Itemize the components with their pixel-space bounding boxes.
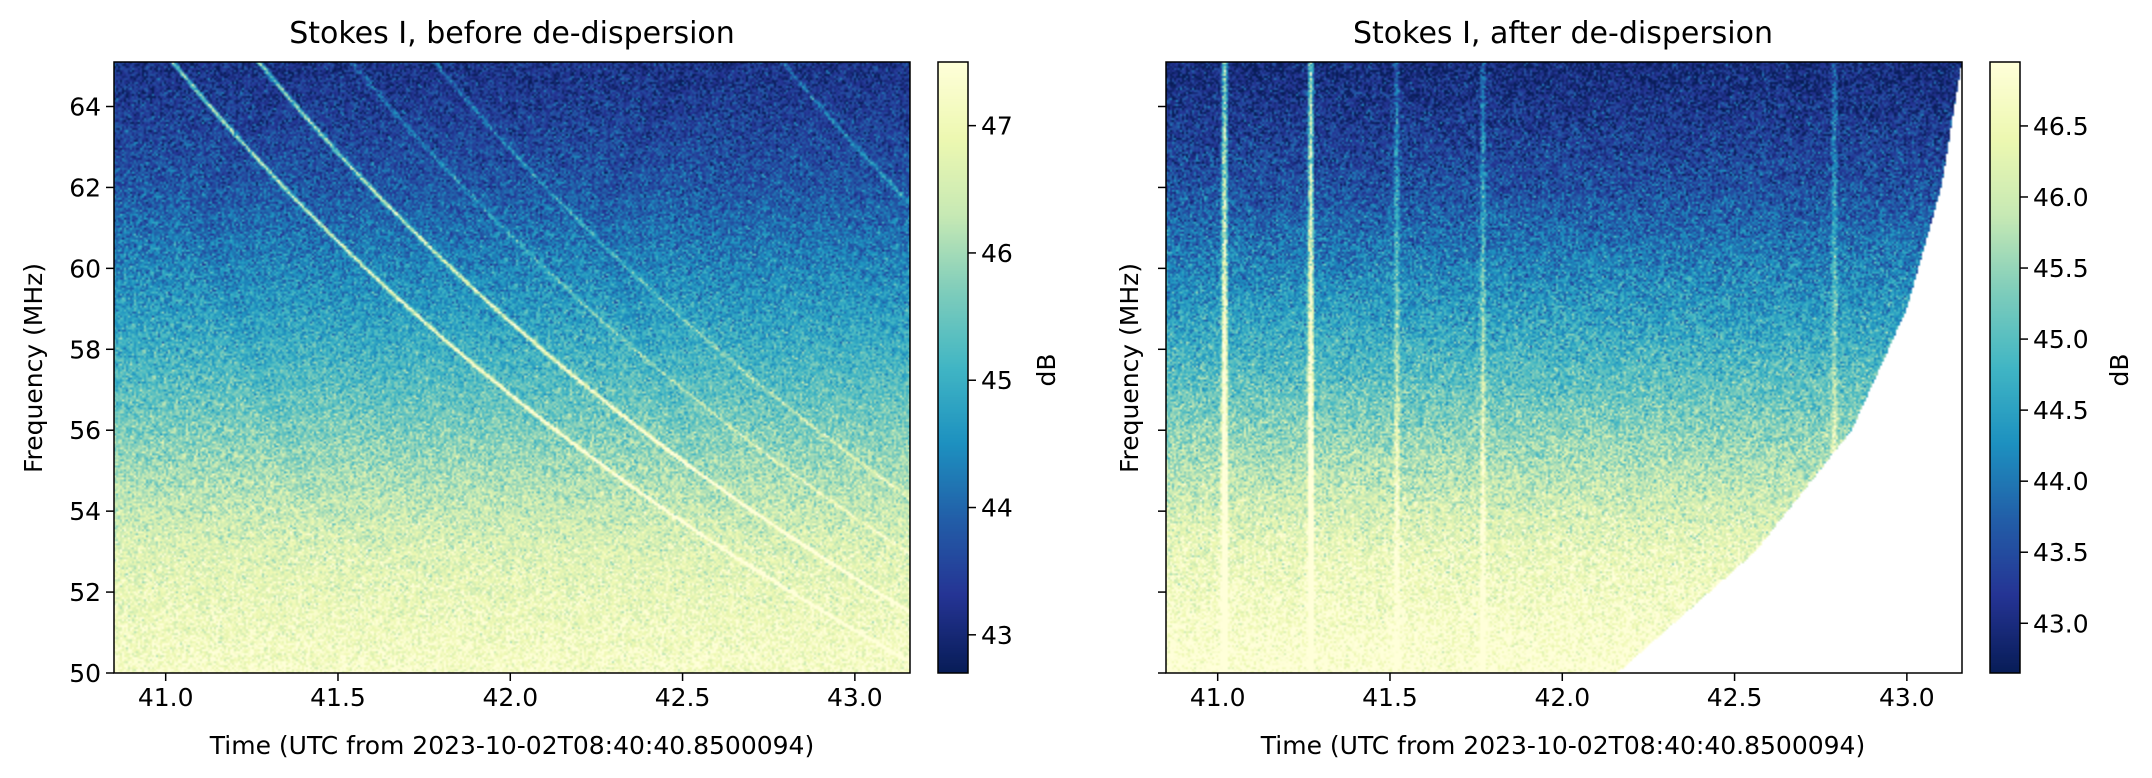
left-plot-frame: [113, 61, 911, 674]
right-chart-title: Stokes I, after de-dispersion: [1353, 16, 1773, 51]
right-colorbar-tick-label: 44.5: [2033, 396, 2089, 425]
left-x-tick-label: 41.0: [138, 683, 194, 712]
right-heatmap: [1166, 62, 1962, 673]
right-colorbar-label: dB: [2105, 353, 2134, 386]
left-x-ticks: 41.0 41.5 42.0 42.5 43.0: [138, 673, 883, 712]
right-y-axis-label: Frequency (MHz): [1115, 263, 1144, 473]
right-colorbar-tick-label: 43.0: [2033, 609, 2089, 638]
left-y-tick-label: 60: [69, 254, 101, 283]
left-colorbar-ticks: 43 44 45 46 47: [968, 112, 1013, 650]
left-x-tick-label: 41.5: [310, 683, 366, 712]
right-x-tick-label: 42.0: [1534, 683, 1590, 712]
right-x-axis-label: Time (UTC from 2023-10-02T08:40:40.85000…: [1260, 731, 1865, 760]
left-colorbar-tick-label: 44: [981, 494, 1013, 523]
left-y-tick-label: 56: [69, 416, 101, 445]
left-y-axis-label: Frequency (MHz): [19, 263, 48, 473]
right-colorbar-tick-label: 45.0: [2033, 325, 2089, 354]
left-colorbar-tick-label: 46: [981, 239, 1013, 268]
left-y-tick-label: 52: [69, 578, 101, 607]
right-colorbar-tick-label: 44.0: [2033, 467, 2089, 496]
right-x-tick-label: 42.5: [1707, 683, 1763, 712]
left-heatmap: [114, 62, 910, 673]
right-x-ticks: 41.0 41.5 42.0 42.5 43.0: [1190, 673, 1935, 712]
right-plot-frame: [1165, 61, 1963, 674]
right-y-ticks: [1158, 105, 1166, 674]
left-y-tick-label: 64: [69, 93, 101, 122]
right-x-tick-label: 41.5: [1362, 683, 1418, 712]
left-y-tick-label: 54: [69, 497, 101, 526]
right-colorbar-tick-label: 43.5: [2033, 538, 2089, 567]
left-colorbar-tick-label: 43: [981, 621, 1013, 650]
left-colorbar: [938, 62, 968, 673]
left-y-ticks: 50 52 54 56 58 60 62 64: [69, 93, 114, 688]
right-colorbar-tick-label: 45.5: [2033, 254, 2089, 283]
left-x-tick-label: 43.0: [827, 683, 883, 712]
left-colorbar-label: dB: [1032, 353, 1061, 386]
left-colorbar-tick-label: 47: [981, 112, 1013, 141]
right-colorbar-tick-label: 46.5: [2033, 112, 2089, 141]
right-colorbar-frame: [1989, 61, 2021, 674]
left-chart-title: Stokes I, before de-dispersion: [289, 16, 735, 51]
right-panel: Stokes I, after de-dispersion 41.0 41.5 42…: [1115, 16, 2134, 760]
left-x-axis-label: Time (UTC from 2023-10-02T08:40:40.85000…: [209, 731, 814, 760]
left-x-tick-label: 42.0: [482, 683, 538, 712]
left-y-tick-label: 62: [69, 173, 101, 202]
right-x-tick-label: 41.0: [1190, 683, 1246, 712]
left-panel: Stokes I, before de-dispersion 41.0 41.5 4…: [19, 16, 1061, 760]
left-colorbar-tick-label: 45: [981, 366, 1013, 395]
left-x-tick-label: 42.5: [655, 683, 711, 712]
left-y-tick-label: 50: [69, 659, 101, 688]
right-colorbar-tick-label: 46.0: [2033, 183, 2089, 212]
right-x-tick-label: 43.0: [1879, 683, 1935, 712]
left-colorbar-frame: [937, 61, 969, 674]
left-y-tick-label: 58: [69, 335, 101, 364]
right-colorbar: [1990, 62, 2020, 673]
right-colorbar-ticks: 43.0 43.5 44.0 44.5 45.0 45.5 46.0 46.5: [2020, 112, 2089, 638]
